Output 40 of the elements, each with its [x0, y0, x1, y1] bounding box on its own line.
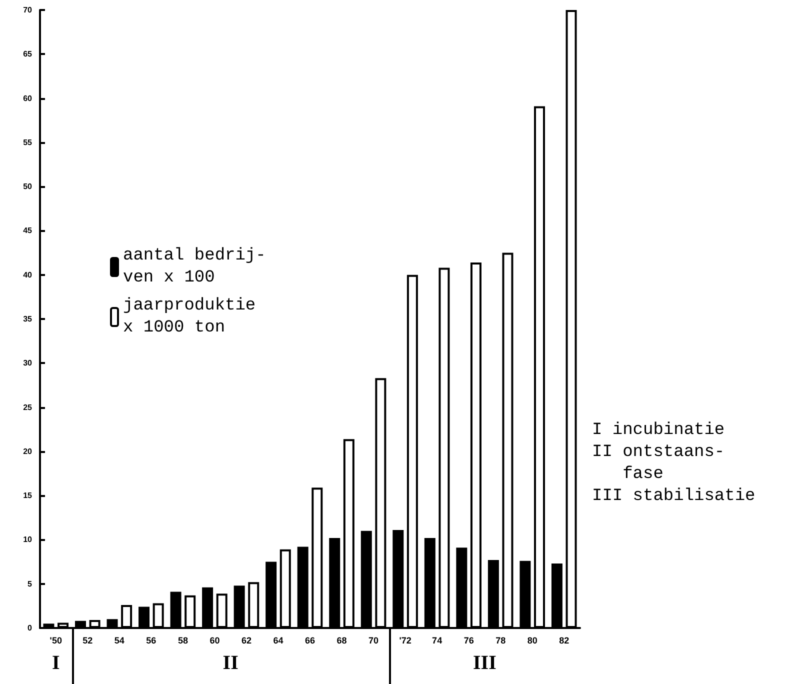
x-tick-label: 60 [210, 636, 220, 646]
x-tick-label: 62 [241, 636, 252, 646]
legend-label: jaarproduktie x 1000 ton [123, 296, 256, 338]
x-tick-label: 66 [304, 636, 316, 646]
legend-label: aantal bedrij- ven x 100 [123, 246, 266, 288]
y-tick-label: 60 [23, 94, 33, 103]
y-tick-label: 45 [23, 226, 33, 236]
text: I [52, 652, 60, 675]
y-tick-label: 55 [23, 138, 33, 147]
x-tick-label: 54 [114, 636, 124, 646]
x-tick-label: 76 [464, 636, 474, 646]
x-tick-label: 74 [432, 636, 442, 646]
x-tick-label: 82 [559, 636, 570, 646]
y-tick-label: 10 [23, 535, 33, 544]
y-tick-label: 65 [23, 50, 33, 59]
x-tick-label: 68 [336, 636, 347, 646]
x-tick-label: '50 [50, 636, 62, 646]
x-tick-label: 80 [527, 636, 538, 646]
y-tick-label: 70 [23, 6, 33, 14]
y-tick-label: 35 [23, 314, 33, 324]
x-tick-label: 58 [178, 636, 188, 646]
x-tick-label: 52 [82, 636, 93, 646]
y-tick-label: 30 [23, 358, 33, 368]
x-tick-label: '72 [399, 636, 412, 646]
text: II ontstaans- fase [592, 443, 725, 484]
x-tick-label: 70 [368, 636, 379, 646]
text: II [222, 652, 238, 675]
y-tick-label: 20 [23, 446, 33, 456]
y-tick-label: 40 [23, 270, 33, 280]
y-tick-label: 15 [23, 491, 33, 500]
y-tick-label: 5 [28, 579, 33, 588]
text: III stabilisatie [592, 487, 756, 506]
text: I incubinatie [592, 421, 725, 440]
x-tick-label: 78 [496, 636, 506, 646]
y-tick-label: 0 [28, 624, 33, 632]
x-tick-label: 56 [146, 636, 156, 646]
y-tick-label: 50 [23, 182, 33, 192]
text: III [473, 652, 496, 675]
y-tick-label: 25 [23, 402, 33, 412]
x-tick-label: 64 [273, 636, 284, 646]
